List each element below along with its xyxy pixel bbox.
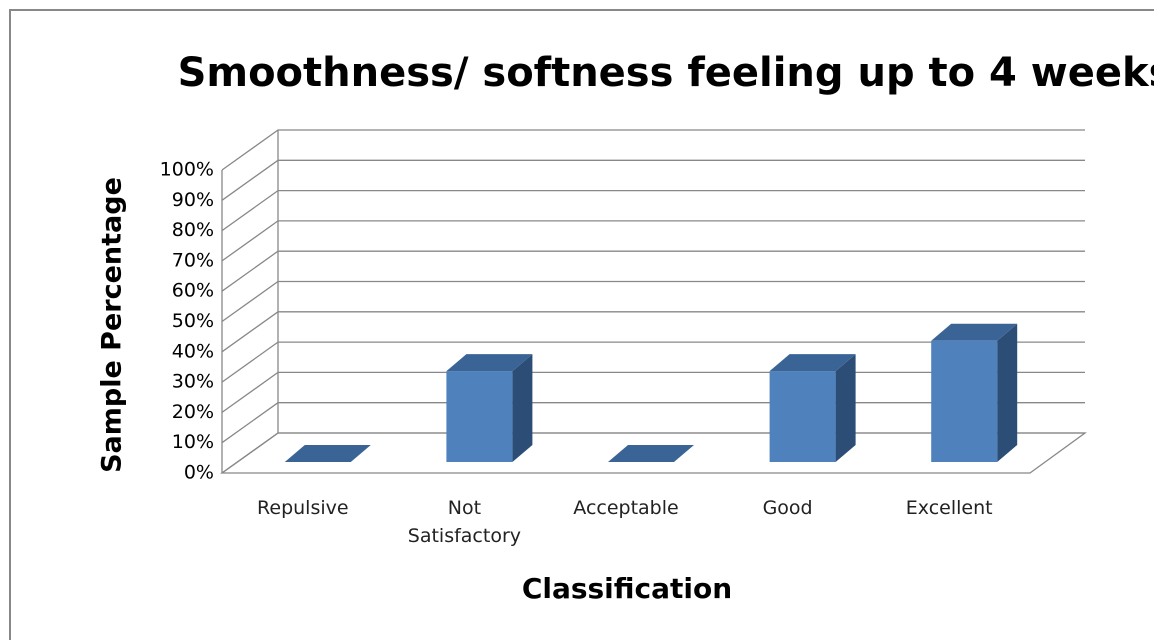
grid-line xyxy=(221,189,1085,232)
bar-side xyxy=(512,354,533,462)
y-tick-label: 10% xyxy=(172,431,214,453)
bar xyxy=(769,371,836,462)
y-axis-label: Sample Percentage xyxy=(97,177,128,473)
grid-line xyxy=(221,220,1085,262)
chart-title: Smoothness/ softness feeling up to 4 wee… xyxy=(178,50,1154,96)
bar-top xyxy=(284,445,371,462)
x-tick-label: Good xyxy=(762,497,813,519)
y-tick-label: 0% xyxy=(184,462,214,484)
bar-side xyxy=(835,354,856,462)
x-tick-label: Acceptable xyxy=(573,497,679,519)
y-tick-label: 40% xyxy=(172,340,214,362)
bar-top xyxy=(608,445,694,462)
bar xyxy=(446,371,513,462)
y-tick-label: 60% xyxy=(172,280,214,302)
bar-top xyxy=(769,354,856,372)
y-tick-label: 80% xyxy=(172,219,214,241)
x-tick-label: Repulsive xyxy=(257,497,349,519)
grid-line xyxy=(221,280,1085,323)
bar-top xyxy=(931,323,1018,341)
y-tick-label: 90% xyxy=(172,189,214,211)
y-tick-label: 70% xyxy=(172,249,214,271)
x-tick-label: Excellent xyxy=(905,497,993,519)
y-tick-label: 30% xyxy=(172,371,214,393)
bar-side xyxy=(997,323,1018,462)
bar-top xyxy=(446,354,533,372)
x-axis-label: Classification xyxy=(522,572,732,605)
y-tick-label: 100% xyxy=(160,159,214,181)
grid-line xyxy=(221,250,1085,292)
y-tick-label: 20% xyxy=(172,401,214,423)
bar xyxy=(931,340,998,462)
y-tick-label: 50% xyxy=(172,310,214,332)
grid-line xyxy=(221,129,1085,171)
grid-line xyxy=(221,159,1085,201)
grid-line xyxy=(221,341,1085,383)
x-tick-label: Not Satisfactory xyxy=(407,497,522,547)
grid-line xyxy=(221,311,1085,353)
